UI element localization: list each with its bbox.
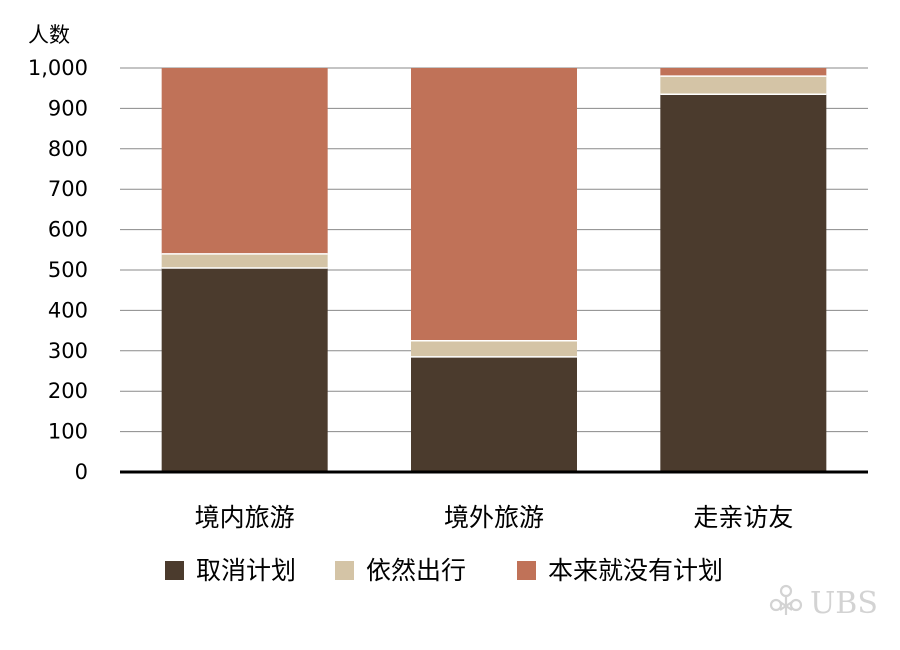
bar-segment [161, 253, 328, 268]
bar-segment [161, 68, 328, 254]
y-tick-label: 200 [48, 379, 88, 403]
bars [161, 68, 827, 472]
y-tick-label: 100 [48, 420, 88, 444]
keys-logo-icon [769, 584, 803, 615]
y-axis-title: 人数 [28, 23, 70, 47]
x-category-label: 走亲访友 [693, 503, 793, 532]
y-tick-label: 1,000 [28, 56, 88, 80]
y-tick-label: 400 [48, 298, 88, 322]
bar-segment [411, 356, 577, 472]
y-tick-label: 900 [48, 96, 88, 120]
legend-label: 本来就没有计划 [548, 556, 723, 585]
watermark-text: UBS [810, 586, 878, 621]
x-category-label: 境内旅游 [195, 503, 295, 532]
legend-label: 取消计划 [196, 556, 296, 585]
y-tick-label: 700 [48, 177, 88, 201]
legend-swatch [335, 561, 354, 580]
legend-swatch [165, 561, 184, 580]
legend-item: 依然出行 [335, 556, 466, 585]
bar-segment [660, 68, 827, 77]
y-tick-label: 800 [48, 137, 88, 161]
ubs-watermark: UBS [769, 584, 878, 621]
bar-segment [660, 94, 827, 472]
legend-swatch [517, 561, 536, 580]
bar-segment [161, 267, 328, 472]
legend-item: 本来就没有计划 [517, 556, 723, 585]
legend-label: 依然出行 [366, 556, 466, 585]
bar-segment [411, 340, 577, 357]
y-tick-label: 500 [48, 258, 88, 282]
legend-item: 取消计划 [165, 556, 296, 585]
bar-segment [411, 68, 577, 341]
y-tick-label: 300 [48, 339, 88, 363]
x-category-label: 境外旅游 [444, 503, 544, 532]
x-category-labels: 境内旅游 境外旅游 走亲访友 [195, 503, 794, 532]
bar-segment [660, 76, 827, 95]
legend: 取消计划 依然出行 本来就没有计划 [165, 556, 723, 585]
y-tick-label: 600 [48, 218, 88, 242]
y-tick-label: 0 [75, 460, 88, 484]
y-tick-labels: 0 100 200 300 400 500 600 700 800 900 1,000 [28, 56, 88, 484]
